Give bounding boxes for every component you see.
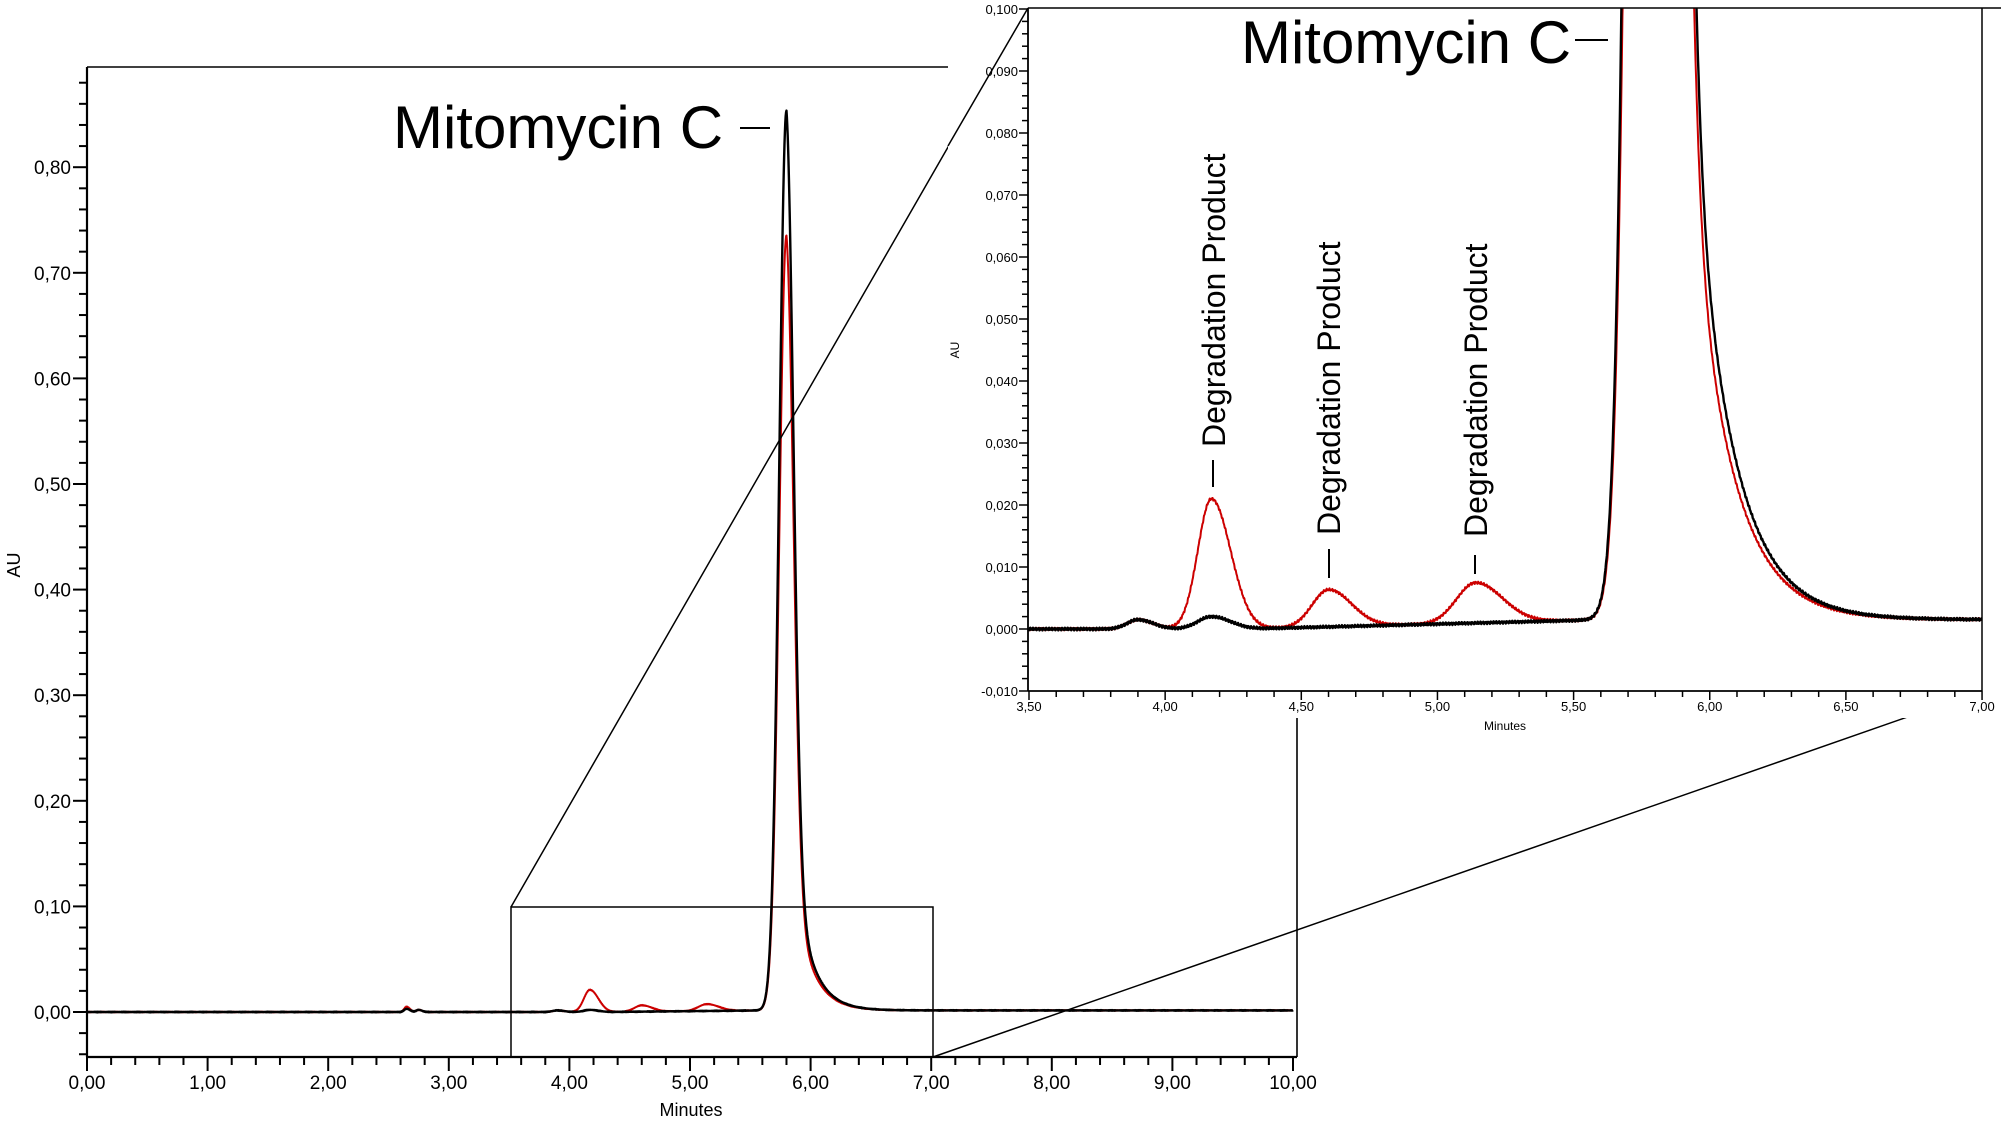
inset-y-tick-label: -0,010 <box>981 684 1018 699</box>
inset-background <box>948 0 2001 718</box>
degradation-label-1: Degradation Product <box>1196 153 1232 447</box>
inset-x-tick-label: 7,00 <box>1969 699 1994 714</box>
inset-x-tick-label: 5,00 <box>1425 699 1450 714</box>
degradation-label-3: Degradation Product <box>1458 243 1494 537</box>
inset-y-tick-label: 0,080 <box>985 126 1018 141</box>
inset-y-tick-label: 0,060 <box>985 250 1018 265</box>
main-x-tick-label: 3,00 <box>430 1073 467 1094</box>
main-y-tick-label: 0,50 <box>34 475 71 496</box>
main-x-axis-title: Minutes <box>659 1100 722 1120</box>
main-peak-label: Mitomycin C <box>393 94 723 161</box>
inset-y-tick-label: 0,020 <box>985 498 1018 513</box>
main-x-tick-label: 2,00 <box>310 1073 347 1094</box>
inset-x-tick-label: 4,50 <box>1289 699 1314 714</box>
main-y-tick-label: 0,00 <box>34 1003 71 1024</box>
inset-y-axis-title: AU <box>948 342 962 359</box>
main-chart: 0,00 1,00 2,00 3,00 4,00 5,00 6,00 7,00 8,00 9,00… <box>4 66 1317 1120</box>
main-y-tick-label: 0,60 <box>34 369 71 390</box>
inset-y-tick-label: 0,100 <box>985 2 1018 17</box>
black-trace <box>86 109 1294 1014</box>
inset-axes <box>1019 7 2001 700</box>
inset-y-tick-label: 0,090 <box>985 64 1018 79</box>
main-x-tick-label: 6,00 <box>792 1073 829 1094</box>
inset-chart: 3,50 4,00 4,50 5,00 5,50 6,00 6,50 7,00 -0,010 0,… <box>947 0 2001 733</box>
main-x-tick-label: 10,00 <box>1269 1073 1317 1094</box>
zoom-region-box <box>510 906 934 1058</box>
inset-x-tick-label: 5,50 <box>1561 699 1586 714</box>
red-trace <box>1028 8 1982 632</box>
main-x-tick-label: 1,00 <box>189 1073 226 1094</box>
inset-x-tick-label: 6,50 <box>1833 699 1858 714</box>
inset-traces <box>1028 8 1982 632</box>
main-y-tick-label: 0,20 <box>34 792 71 813</box>
main-y-tick-label: 0,30 <box>34 686 71 707</box>
degradation-label-2: Degradation Product <box>1311 241 1347 535</box>
main-y-tick-label: 0,80 <box>34 158 71 179</box>
main-x-tick-label: 9,00 <box>1154 1073 1191 1094</box>
main-x-tick-label: 4,00 <box>551 1073 588 1094</box>
inset-y-tick-label: 0,040 <box>985 374 1018 389</box>
main-y-tick-label: 0,40 <box>34 581 71 602</box>
main-x-tick-label: 5,00 <box>672 1073 709 1094</box>
zoom-connector-top-inset-part <box>947 7 1029 147</box>
main-y-tick-label: 0,70 <box>34 264 71 285</box>
main-x-tick-label: 0,00 <box>69 1073 106 1094</box>
inset-y-tick-label: 0,050 <box>985 312 1018 327</box>
inset-peak-label: Mitomycin C <box>1241 9 1571 76</box>
inset-x-tick-label: 3,50 <box>1016 699 1041 714</box>
main-y-axis-title: AU <box>4 552 24 577</box>
inset-x-tick-label: 6,00 <box>1697 699 1722 714</box>
zoom-connector-top <box>510 7 1029 908</box>
main-traces <box>86 109 1294 1014</box>
inset-y-tick-label: 0,070 <box>985 188 1018 203</box>
inset-y-tick-label: 0,010 <box>985 560 1018 575</box>
inset-y-tick-label: 0,000 <box>985 622 1018 637</box>
inset-x-axis-title: Minutes <box>1484 719 1526 733</box>
black-trace <box>1028 8 1982 632</box>
inset-tick-labels: 3,50 4,00 4,50 5,00 5,50 6,00 6,50 7,00 -0,010 0,… <box>981 2 1995 714</box>
main-x-tick-label: 8,00 <box>1033 1073 1070 1094</box>
main-y-tick-label: 0,10 <box>34 897 71 918</box>
zoom-connector-bottom <box>932 690 1983 1058</box>
main-tick-labels: 0,00 1,00 2,00 3,00 4,00 5,00 6,00 7,00 8,00 9,00… <box>34 158 1317 1094</box>
main-x-tick-label: 7,00 <box>913 1073 950 1094</box>
inset-x-tick-label: 4,00 <box>1152 699 1177 714</box>
inset-y-tick-label: 0,030 <box>985 436 1018 451</box>
